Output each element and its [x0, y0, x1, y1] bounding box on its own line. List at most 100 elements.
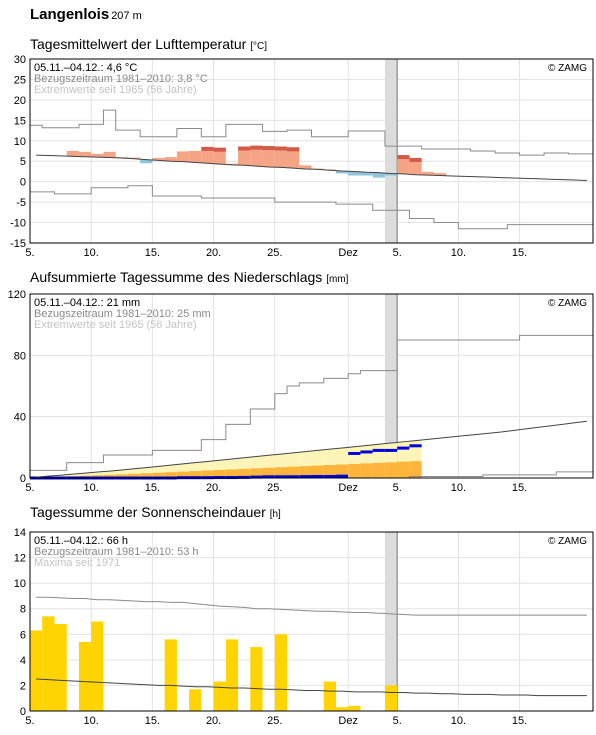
temp-record-marker: [214, 148, 226, 152]
temp-deviation-bar: [177, 151, 189, 161]
sun-credit: © ZAMG: [548, 536, 587, 547]
sunshine-title-text: Tagessumme der Sonnenscheindauer: [30, 504, 266, 520]
temp-x-tick-label: 15.: [512, 247, 527, 259]
sun-y-tick-label: 4: [20, 655, 26, 667]
precip-x-tick-label: 25.: [267, 482, 282, 494]
station-name: Langenlois: [30, 6, 109, 23]
sun-bar: [348, 706, 360, 711]
temp-y-tick-label: 5: [20, 156, 26, 168]
temp-deviation-bar: [79, 152, 91, 157]
precip-credit: © ZAMG: [548, 298, 587, 309]
precip-y-tick-label: 120: [8, 289, 26, 301]
temp-record-marker: [263, 146, 275, 150]
temp-x-tick-label: Dez: [338, 247, 358, 259]
sun-x-tick-label: 15.: [512, 715, 527, 727]
precip-current-line: [397, 447, 409, 450]
precip-lower-fill: [397, 462, 409, 478]
temp-y-tick-label: 10: [14, 136, 26, 148]
sun-y-tick-label: 8: [20, 604, 26, 616]
precipitation-unit: [mm]: [326, 274, 348, 285]
sun-x-tick-label: 20.: [206, 715, 221, 727]
temp-deviation-bar: [103, 152, 115, 158]
sun-bar: [214, 682, 226, 711]
temp-y-tick-label: 30: [14, 54, 26, 66]
sun-bar: [79, 642, 91, 711]
temp-y-tick-label: -10: [10, 218, 26, 230]
sun-bar: [336, 707, 348, 711]
temp-y-tick-label: 20: [14, 95, 26, 107]
sun-bar: [91, 622, 103, 712]
precip-x-tick-label: 10.: [451, 482, 466, 494]
temp-credit: © ZAMG: [548, 63, 587, 74]
sun-y-tick-label: 2: [20, 680, 26, 692]
precip-lower-fill: [385, 462, 397, 478]
temp-y-tick-label: 0: [20, 177, 26, 189]
precip-y-tick-label: 40: [14, 412, 26, 424]
precip-current-line: [336, 475, 348, 478]
temp-deviation-bar: [67, 151, 79, 156]
sun-x-tick-label: 10.: [451, 715, 466, 727]
precip-current-line: [385, 449, 397, 452]
sunshine-chart-title: Tagessumme der Sonnenscheindauer [h]: [30, 504, 281, 520]
temp-x-tick-label: 10.: [84, 247, 99, 259]
sun-bar: [250, 647, 262, 711]
precip-current-line: [373, 449, 385, 452]
temp-x-tick-label: 10.: [451, 247, 466, 259]
temp-record-marker: [250, 146, 262, 150]
temp-x-tick-label: 15.: [145, 247, 160, 259]
sun-bar: [324, 682, 336, 711]
sun-y-tick-label: 12: [14, 553, 26, 565]
sun-y-tick-label: 6: [20, 629, 26, 641]
temp-x-tick-label: 5.: [25, 247, 34, 259]
sun-y-tick-label: 10: [14, 578, 26, 590]
sun-y-tick-label: 14: [14, 527, 26, 539]
temp-x-tick-label: 5.: [393, 247, 402, 259]
precip-lower-fill: [409, 461, 421, 478]
temp-info-line: Extremwerte seit 1965 (56 Jahre): [34, 84, 197, 96]
temp-y-tick-label: 15: [14, 115, 26, 127]
precip-y-tick-label: 80: [14, 350, 26, 362]
sun-x-tick-label: 5.: [393, 715, 402, 727]
temp-x-tick-label: 25.: [267, 247, 282, 259]
temp-record-marker: [287, 147, 299, 151]
precip-lower-fill: [373, 463, 385, 478]
sunshine-unit: [h]: [270, 509, 281, 520]
precipitation-title-text: Aufsummierte Tagessumme des Niederschlag…: [30, 269, 322, 285]
sun-x-tick-label: 15.: [145, 715, 160, 727]
sun-x-tick-label: 5.: [25, 715, 34, 727]
sun-x-tick-label: Dez: [338, 715, 358, 727]
precip-x-tick-label: Dez: [338, 482, 358, 494]
sun-x-tick-label: 10.: [84, 715, 99, 727]
precip-current-line: [348, 452, 360, 455]
sun-bar: [165, 639, 177, 711]
precip-x-tick-label: 5.: [25, 482, 34, 494]
sun-bar: [42, 616, 54, 711]
temp-today-band: [385, 59, 397, 243]
sun-bar: [275, 634, 287, 711]
precip-lower-fill: [360, 463, 372, 478]
station-elevation: 207 m: [111, 10, 142, 22]
precip-lower-fill: [348, 464, 360, 478]
precip-x-tick-label: 20.: [206, 482, 221, 494]
temp-record-marker: [201, 147, 213, 151]
precip-x-tick-label: 15.: [512, 482, 527, 494]
sun-bar: [189, 689, 201, 711]
temp-y-tick-label: -15: [10, 238, 26, 250]
sun-bar: [54, 624, 66, 711]
temp-record-marker: [397, 155, 409, 159]
precip-x-tick-label: 5.: [393, 482, 402, 494]
sun-today-band: [385, 532, 397, 711]
sun-bar: [385, 685, 397, 711]
sun-info-line: Maxima seit 1971: [34, 557, 120, 569]
precip-current-line: [360, 450, 372, 453]
temp-record-marker: [238, 147, 250, 151]
precip-x-tick-label: 10.: [84, 482, 99, 494]
temp-record-marker: [275, 147, 287, 151]
temp-y-tick-label: -5: [16, 197, 26, 209]
temp-x-tick-label: 20.: [206, 247, 221, 259]
temp-record-marker: [409, 158, 421, 162]
